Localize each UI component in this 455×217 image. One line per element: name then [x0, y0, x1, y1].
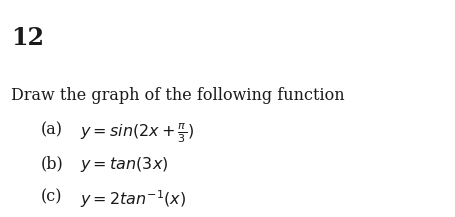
- Text: (c): (c): [41, 189, 62, 206]
- Text: Draw the graph of the following function: Draw the graph of the following function: [11, 87, 345, 104]
- Text: (b): (b): [41, 155, 64, 172]
- Text: $y = 2tan^{-1}(x)$: $y = 2tan^{-1}(x)$: [80, 189, 186, 210]
- Text: (a): (a): [41, 122, 63, 138]
- Text: 12: 12: [11, 26, 45, 50]
- Text: $y = sin(2x + \frac{\pi}{3})$: $y = sin(2x + \frac{\pi}{3})$: [80, 122, 194, 145]
- Text: $y = tan(3x)$: $y = tan(3x)$: [80, 155, 168, 174]
